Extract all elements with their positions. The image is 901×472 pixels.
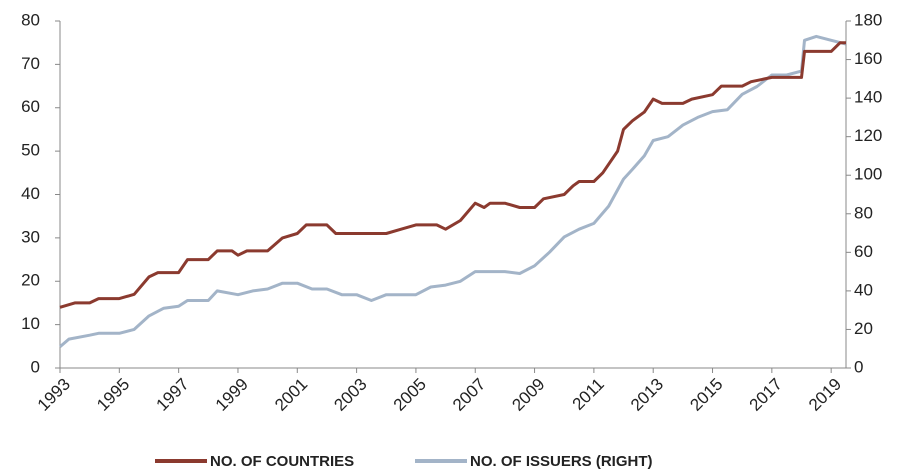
y2-tick-label: 100	[854, 165, 882, 184]
x-tick-label: 2007	[449, 375, 489, 415]
x-tick-label: 2001	[271, 375, 311, 415]
y2-tick-label: 20	[854, 319, 873, 338]
series-line	[59, 41, 846, 309]
x-tick-label: 2019	[805, 375, 845, 415]
x-tick-label: 2009	[508, 375, 548, 415]
y-tick-label: 0	[31, 357, 40, 376]
x-tick-label: 2011	[569, 375, 608, 414]
y2-tick-label: 180	[854, 10, 882, 29]
x-tick-label: 2003	[330, 375, 370, 415]
legend-label: NO. OF COUNTRIES	[210, 453, 354, 470]
y2-tick-label: 160	[854, 49, 882, 68]
y-tick-label: 10	[21, 314, 40, 333]
y-tick-label: 80	[21, 10, 40, 29]
x-tick-label: 2017	[746, 375, 786, 415]
y2-tick-label: 80	[854, 203, 873, 222]
legend-label: NO. OF ISSUERS (RIGHT)	[470, 453, 653, 470]
y-tick-label: 70	[21, 54, 40, 73]
y2-tick-label: 120	[854, 126, 882, 145]
y2-tick-label: 60	[854, 242, 873, 261]
x-tick-label: 2015	[686, 375, 726, 415]
y-tick-label: 20	[21, 271, 40, 290]
y-tick-label: 30	[21, 227, 40, 246]
y2-tick-label: 140	[854, 88, 882, 107]
y-tick-label: 60	[21, 97, 40, 116]
x-tick-label: 1997	[152, 375, 192, 415]
y-tick-label: 40	[21, 184, 40, 203]
x-tick-label: 2013	[627, 375, 667, 415]
x-tick-label: 1999	[212, 375, 252, 415]
y2-tick-label: 0	[854, 357, 863, 376]
series-line	[59, 34, 847, 348]
y2-tick-label: 40	[854, 280, 873, 299]
x-tick-label: 1995	[93, 375, 133, 415]
x-tick-label: 2005	[390, 375, 430, 415]
y-tick-label: 50	[21, 141, 40, 160]
x-tick-label: 1993	[34, 375, 74, 415]
